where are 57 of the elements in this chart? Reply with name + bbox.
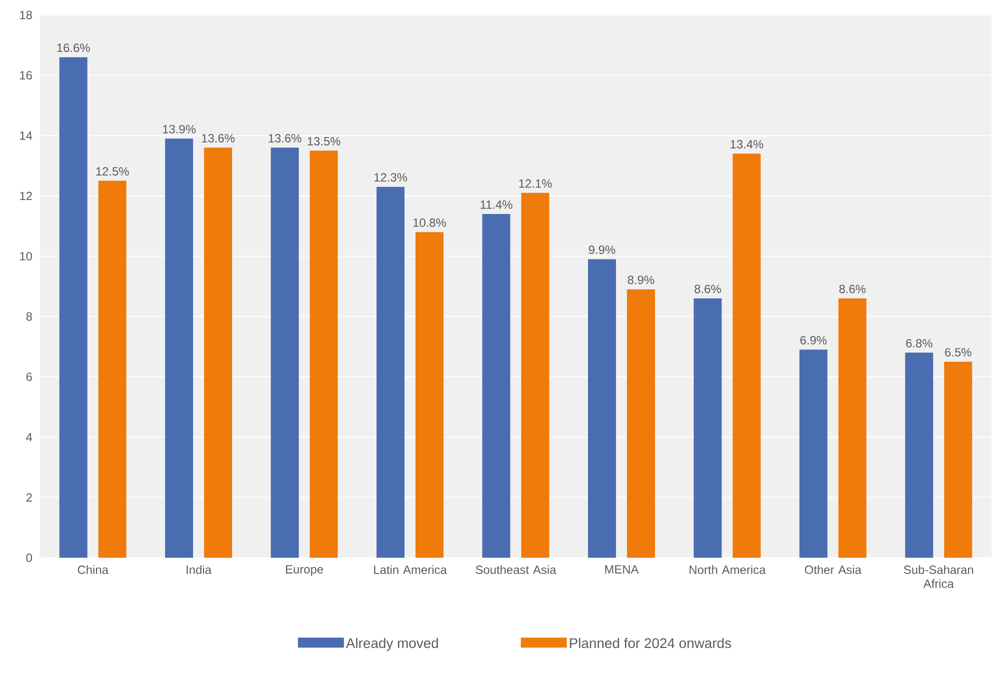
y-tick-label: 12	[20, 192, 32, 200]
bar	[732, 154, 761, 558]
data-label: 12.5%	[96, 167, 129, 176]
x-tick-label: Europe	[286, 565, 324, 576]
data-label: 12.3%	[374, 173, 408, 182]
y-tick-label: 18	[20, 10, 32, 20]
y-tick-label: 14	[20, 132, 32, 140]
data-label: 13.5%	[308, 137, 340, 146]
bar	[98, 180, 126, 558]
y-tick-label: 2	[26, 493, 32, 502]
data-label: 10.8%	[413, 218, 446, 228]
data-label: 8.9%	[628, 276, 654, 284]
x-tick-label: Other Asia	[804, 565, 862, 574]
data-label: 6.9%	[800, 336, 827, 345]
data-label: 13.6%	[268, 134, 302, 143]
y-tick-label: 10	[20, 252, 32, 261]
bar	[521, 193, 550, 558]
data-label: 11.4%	[480, 200, 512, 209]
y-tick-label: 6	[26, 372, 32, 382]
bar	[588, 259, 616, 558]
bar	[310, 150, 338, 558]
bar	[799, 350, 828, 558]
bar	[626, 290, 655, 558]
data-label: 13.4%	[730, 140, 764, 149]
x-tick-label: MENA	[605, 565, 639, 574]
x-tick-label: North America	[690, 565, 766, 574]
bar	[905, 352, 934, 558]
y-tick-label: 0	[26, 554, 32, 562]
y-tick-label: 8	[26, 312, 32, 321]
data-label: 13.9%	[163, 125, 196, 134]
bar	[694, 298, 722, 558]
x-tick-label: India	[186, 565, 212, 574]
legend-label: Planned for 2024 onwards	[570, 638, 732, 648]
y-tick-label: 4	[26, 433, 32, 442]
data-label: 12.1%	[519, 179, 552, 188]
y-tick-label: 16	[20, 71, 32, 80]
x-tick-label: Sub-Saharan Africa	[904, 565, 974, 588]
data-label: 8.6%	[839, 284, 866, 294]
x-tick-label: Southeast Asia	[476, 565, 556, 574]
bar	[376, 187, 405, 558]
data-label: 6.8%	[906, 339, 932, 348]
bar	[165, 138, 194, 558]
bar	[270, 148, 299, 558]
bar	[482, 214, 510, 558]
bar	[944, 362, 972, 558]
bar	[204, 148, 232, 558]
data-label: 9.9%	[588, 246, 616, 254]
x-tick-label: China	[78, 565, 108, 574]
bar	[838, 298, 866, 558]
bar	[416, 232, 444, 558]
legend-label: Already moved	[346, 638, 438, 652]
data-label: 8.6%	[694, 284, 721, 294]
data-label: 13.6%	[202, 134, 235, 143]
bar	[59, 57, 88, 558]
data-label: 6.5%	[945, 348, 972, 357]
data-label: 16.6%	[57, 44, 90, 52]
x-tick-label: Latin America	[374, 565, 447, 574]
